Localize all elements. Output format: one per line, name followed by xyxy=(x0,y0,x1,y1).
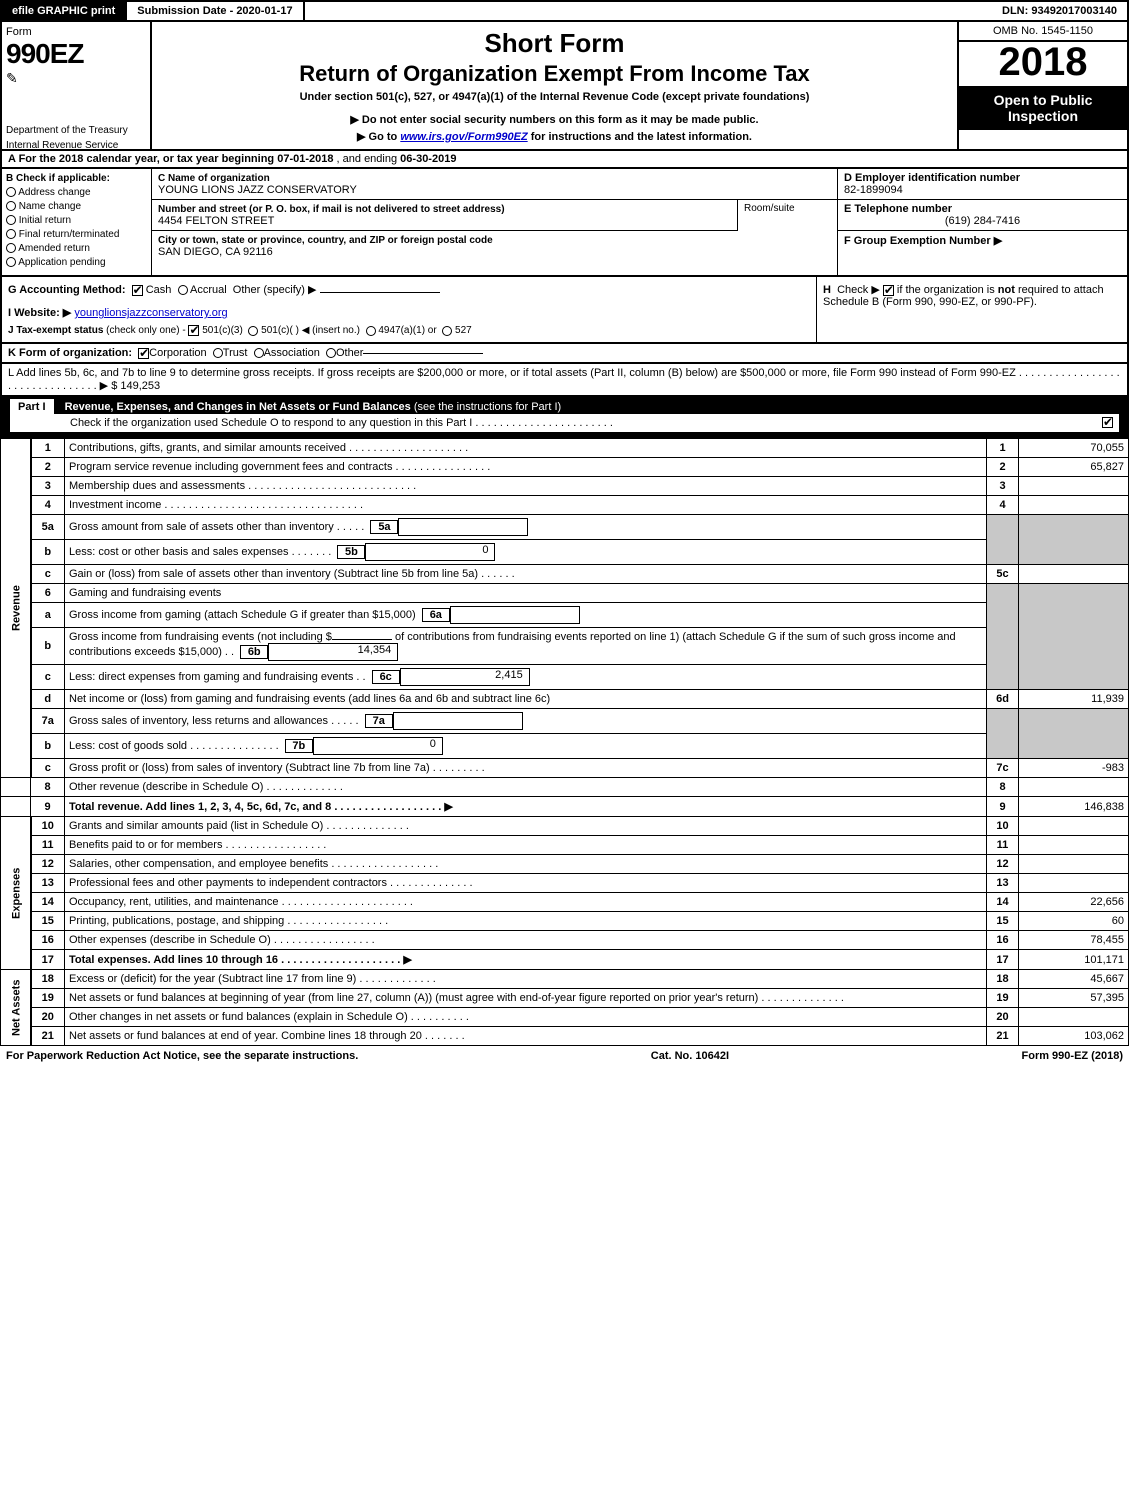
amt-1: 70,055 xyxy=(1019,439,1129,458)
footer-cat: Cat. No. 10642I xyxy=(651,1050,729,1062)
title-short-form: Short Form xyxy=(162,28,947,59)
dln: DLN: 93492017003140 xyxy=(992,2,1127,20)
chk-association[interactable] xyxy=(254,348,264,358)
gross-receipts: $ 149,253 xyxy=(111,380,160,392)
footer-form: Form 990-EZ (2018) xyxy=(1022,1050,1123,1062)
top-bar: efile GRAPHIC print Submission Date - 20… xyxy=(0,0,1129,22)
room-suite: Room/suite xyxy=(737,200,837,231)
header-left: Form 990EZ ✎ Department of the Treasury … xyxy=(2,22,152,149)
col-d: D Employer identification number82-18990… xyxy=(837,169,1127,275)
row-k-org-form: K Form of organization: Corporation Trus… xyxy=(0,344,1129,364)
chk-501c3[interactable] xyxy=(188,325,199,336)
subtitle: Under section 501(c), 527, or 4947(a)(1)… xyxy=(162,91,947,103)
chk-other-org[interactable] xyxy=(326,348,336,358)
part1-num: Part I xyxy=(10,399,54,415)
chk-schedule-o[interactable] xyxy=(1102,417,1113,428)
footer: For Paperwork Reduction Act Notice, see … xyxy=(0,1046,1129,1066)
chk-accrual[interactable] xyxy=(178,285,188,295)
row-gh: G Accounting Method: Cash Accrual Other … xyxy=(0,277,1129,344)
org-city: SAN DIEGO, CA 92116 xyxy=(158,246,273,258)
omb-number: OMB No. 1545-1150 xyxy=(959,22,1127,42)
chk-corporation[interactable] xyxy=(138,348,149,359)
telephone: (619) 284-7416 xyxy=(844,215,1121,227)
irs-link[interactable]: www.irs.gov/Form990EZ xyxy=(400,131,527,143)
form-label: Form xyxy=(6,26,146,38)
footer-left: For Paperwork Reduction Act Notice, see … xyxy=(6,1050,358,1062)
website-link[interactable]: younglionsjazzconservatory.org xyxy=(74,307,227,319)
side-net-assets: Net Assets xyxy=(1,970,31,1046)
amt-17: 101,171 xyxy=(1019,950,1129,970)
val-7b: 0 xyxy=(313,737,443,755)
title-return: Return of Organization Exempt From Incom… xyxy=(162,61,947,87)
chk-h[interactable] xyxy=(883,285,894,296)
chk-final-return[interactable]: Final return/terminated xyxy=(6,229,147,240)
chk-trust[interactable] xyxy=(213,348,223,358)
col-b-checks: B Check if applicable: Address change Na… xyxy=(2,169,152,275)
ein: 82-1899094 xyxy=(844,184,903,196)
amt-9: 146,838 xyxy=(1019,797,1129,817)
row-j-status: J Tax-exempt status (check only one) - 5… xyxy=(8,325,810,336)
section-a-tax-year: A For the 2018 calendar year, or tax yea… xyxy=(0,151,1129,169)
val-6b: 14,354 xyxy=(268,643,398,661)
amt-14: 22,656 xyxy=(1019,893,1129,912)
side-revenue: Revenue xyxy=(1,439,31,778)
chk-address-change[interactable]: Address change xyxy=(6,187,147,198)
chk-cash[interactable] xyxy=(132,285,143,296)
val-6c: 2,415 xyxy=(400,668,530,686)
amt-16: 78,455 xyxy=(1019,931,1129,950)
header-right: OMB No. 1545-1150 2018 Open to Public In… xyxy=(957,22,1127,149)
row-g-accounting: G Accounting Method: Cash Accrual Other … xyxy=(8,283,810,296)
side-expenses: Expenses xyxy=(1,817,31,970)
amt-18: 45,667 xyxy=(1019,970,1129,989)
block-bcd: B Check if applicable: Address change Na… xyxy=(0,169,1129,277)
col-c-org: C Name of organization YOUNG LIONS JAZZ … xyxy=(152,169,837,275)
amt-6d: 11,939 xyxy=(1019,690,1129,709)
open-to-public: Open to Public Inspection xyxy=(959,86,1127,130)
form-number: 990EZ xyxy=(6,38,146,70)
amt-7c: -983 xyxy=(1019,759,1129,778)
dept-treasury: Department of the Treasury Internal Reve… xyxy=(6,125,128,147)
org-name: YOUNG LIONS JAZZ CONSERVATORY xyxy=(158,184,357,196)
chk-amended[interactable]: Amended return xyxy=(6,243,147,254)
chk-application-pending[interactable]: Application pending xyxy=(6,257,147,268)
row-i-website: I Website: ▶ younglionsjazzconservatory.… xyxy=(8,306,810,319)
header: Form 990EZ ✎ Department of the Treasury … xyxy=(0,22,1129,151)
efile-graphic-print[interactable]: efile GRAPHIC print xyxy=(2,2,125,20)
lines-table: Revenue 1Contributions, gifts, grants, a… xyxy=(0,438,1129,1046)
amt-15: 60 xyxy=(1019,912,1129,931)
chk-527[interactable] xyxy=(442,326,452,336)
chk-initial-return[interactable]: Initial return xyxy=(6,215,147,226)
part1-sub: Check if the organization used Schedule … xyxy=(10,413,1119,432)
amt-2: 65,827 xyxy=(1019,458,1129,477)
amt-19: 57,395 xyxy=(1019,989,1129,1008)
chk-name-change[interactable]: Name change xyxy=(6,201,147,212)
val-5b: 0 xyxy=(365,543,495,561)
ssn-warning: ▶ Do not enter social security numbers o… xyxy=(162,113,947,126)
header-mid: Short Form Return of Organization Exempt… xyxy=(152,22,957,149)
submission-date: Submission Date - 2020-01-17 xyxy=(125,2,304,20)
chk-501c[interactable] xyxy=(248,326,258,336)
org-address: 4454 FELTON STREET xyxy=(158,215,274,227)
goto-link-row: ▶ Go to www.irs.gov/Form990EZ for instru… xyxy=(162,130,947,143)
row-l: L Add lines 5b, 6c, and 7b to line 9 to … xyxy=(0,364,1129,397)
amt-21: 103,062 xyxy=(1019,1027,1129,1046)
tax-year: 2018 xyxy=(959,42,1127,82)
part1-header: Part I Revenue, Expenses, and Changes in… xyxy=(0,397,1129,438)
row-h: H Check ▶ if the organization is not req… xyxy=(817,277,1127,342)
chk-4947[interactable] xyxy=(366,326,376,336)
